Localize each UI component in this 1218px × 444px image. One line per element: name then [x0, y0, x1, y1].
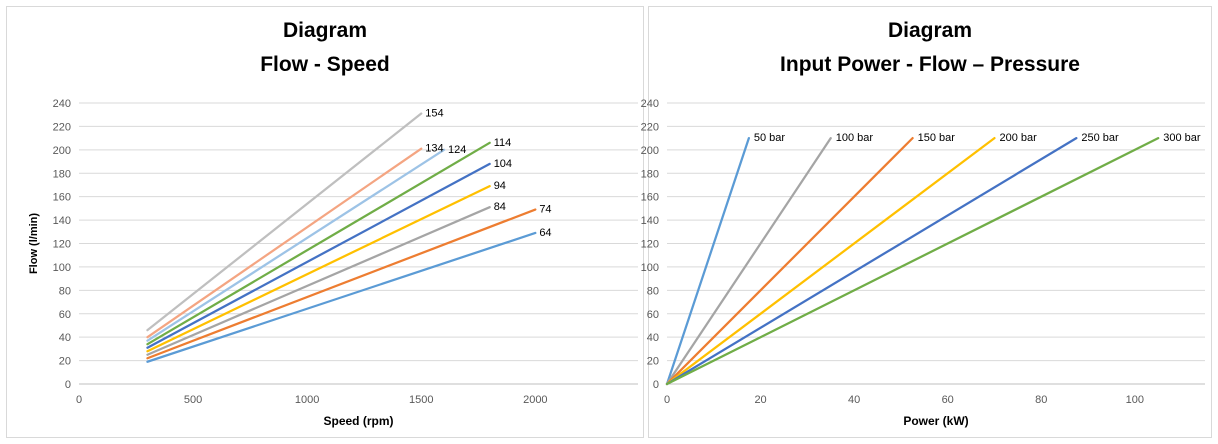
- series-label: 64: [539, 227, 551, 239]
- y-tick-label: 140: [641, 215, 659, 227]
- series-line: [665, 137, 996, 386]
- y-tick-label: 220: [641, 121, 659, 133]
- series-line: [146, 162, 491, 349]
- y-tick-label: 160: [641, 192, 659, 204]
- power-flow-pressure-chart: 0 20 40 60 80 100 120 140 160 180 200 220 240 0 20 40 60…: [641, 98, 1205, 428]
- x-axis-label: Speed (rpm): [323, 414, 393, 428]
- x-tick-label: 100: [1126, 394, 1144, 406]
- series-label: 50 bar: [754, 132, 786, 144]
- series-label: 100 bar: [836, 132, 874, 144]
- chart-title: Diagram: [282, 19, 368, 42]
- series-label: 74: [539, 204, 551, 216]
- series-line: [665, 137, 832, 386]
- x-tick-label: 60: [942, 394, 954, 406]
- y-tick-label: 40: [647, 332, 659, 344]
- x-tick-label: 20: [754, 394, 766, 406]
- series-line: [665, 137, 1078, 386]
- y-tick-label: 140: [53, 215, 71, 227]
- y-tick-label: 180: [641, 168, 659, 180]
- y-tick-label: 100: [53, 262, 71, 274]
- series-label: 250 bar: [1081, 132, 1119, 144]
- flow-speed-chart: 0 20 40 60 80 100 120 140 160 180 200 220 240 0 500 100…: [28, 98, 638, 428]
- power-flow-pressure-chart-panel: Diagram Input Power - Flow – Pressure 0 2…: [641, 6, 1212, 438]
- y-tick-label: 240: [641, 98, 659, 110]
- x-tick-label: 0: [664, 394, 670, 406]
- y-tick-label: 200: [641, 145, 659, 157]
- chart-subtitle: Flow - Speed: [260, 53, 390, 76]
- y-tick-label: 0: [65, 379, 71, 391]
- chart-title: Diagram: [887, 19, 973, 42]
- x-tick-label: 80: [1035, 394, 1047, 406]
- y-tick-label: 20: [647, 356, 659, 368]
- x-tick-label: 1500: [409, 394, 433, 406]
- series-line: [146, 148, 446, 342]
- y-tick-label: 80: [647, 285, 659, 297]
- series-label: 150 bar: [918, 132, 956, 144]
- y-tick-label: 80: [59, 285, 71, 297]
- series-label: 134: [425, 143, 443, 155]
- y-tick-label: 0: [653, 379, 659, 391]
- series-label: 104: [494, 158, 512, 170]
- series-label: 114: [494, 137, 512, 149]
- y-tick-label: 120: [641, 239, 659, 251]
- y-tick-label: 120: [53, 239, 71, 251]
- series-line: [146, 185, 491, 353]
- y-tick-label: 40: [59, 332, 71, 344]
- series-label: 154: [425, 108, 443, 120]
- series-line: [146, 206, 491, 356]
- x-tick-label: 1000: [295, 394, 319, 406]
- series-line: [146, 112, 423, 332]
- chart-subtitle: Input Power - Flow – Pressure: [780, 53, 1080, 76]
- y-tick-label: 240: [53, 98, 71, 110]
- y-tick-label: 100: [641, 262, 659, 274]
- x-tick-label: 2000: [523, 394, 547, 406]
- series-line: [146, 208, 537, 360]
- series-label: 94: [494, 180, 506, 192]
- y-tick-label: 60: [647, 309, 659, 321]
- series-line: [146, 231, 537, 363]
- series-line: [146, 141, 491, 346]
- y-axis-label: Flow (l/min): [28, 213, 40, 274]
- x-tick-label: 0: [76, 394, 82, 406]
- y-tick-label: 160: [53, 192, 71, 204]
- series-line: [665, 137, 1160, 386]
- series-label: 200 bar: [999, 132, 1037, 144]
- series-label: 124: [448, 144, 466, 156]
- series-line: [665, 137, 914, 386]
- x-tick-label: 40: [848, 394, 860, 406]
- x-axis-label: Power (kW): [903, 414, 968, 428]
- x-tick-label: 500: [184, 394, 202, 406]
- series-line: [665, 137, 750, 386]
- series-label: 300 bar: [1163, 132, 1201, 144]
- series-label: 84: [494, 201, 506, 213]
- flow-speed-chart-panel: Diagram Flow - Speed 0 20 40 60 80 100 120 140 1…: [6, 6, 644, 438]
- y-tick-label: 20: [59, 356, 71, 368]
- y-tick-label: 60: [59, 309, 71, 321]
- y-tick-label: 220: [53, 121, 71, 133]
- y-tick-label: 200: [53, 145, 71, 157]
- y-tick-label: 180: [53, 168, 71, 180]
- series-line: [146, 147, 423, 339]
